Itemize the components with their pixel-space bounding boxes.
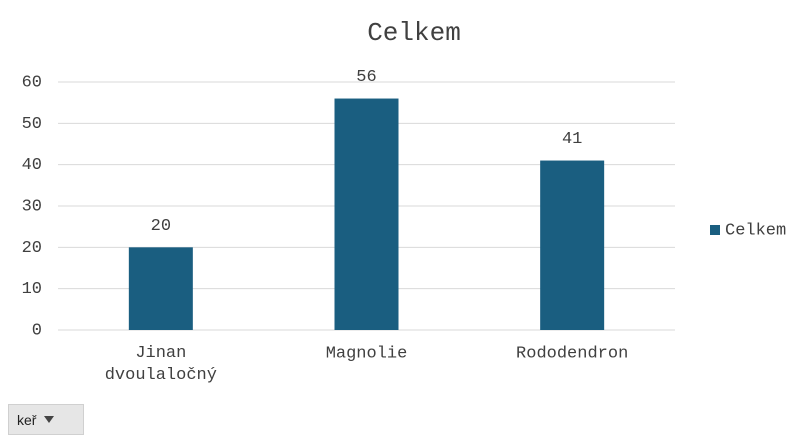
x-tick-label: Rododendron [516, 344, 628, 363]
filter-label: keř [17, 411, 37, 428]
chart-title: Celkem [367, 18, 461, 48]
y-tick-label: 0 [32, 321, 42, 340]
bar [334, 98, 399, 331]
y-tick-label: 50 [22, 115, 42, 134]
x-tick-label: Jinan dvoulaločný [105, 344, 217, 385]
y-tick-label: 40 [22, 156, 42, 175]
legend-label: Celkem [725, 221, 786, 240]
data-label: 56 [356, 68, 376, 87]
dropdown-arrow [44, 416, 55, 423]
legend-swatch [710, 225, 720, 235]
y-tick-label: 20 [22, 239, 42, 258]
bar [540, 160, 605, 330]
x-tick-label: Magnolie [326, 344, 408, 363]
y-tick-label: 30 [22, 197, 42, 216]
data-label: 20 [151, 217, 171, 236]
y-tick-label: 60 [22, 73, 42, 92]
bar [128, 247, 193, 330]
y-tick-label: 10 [22, 280, 42, 299]
filter-button[interactable]: keř [8, 404, 84, 435]
data-label: 41 [562, 130, 582, 149]
